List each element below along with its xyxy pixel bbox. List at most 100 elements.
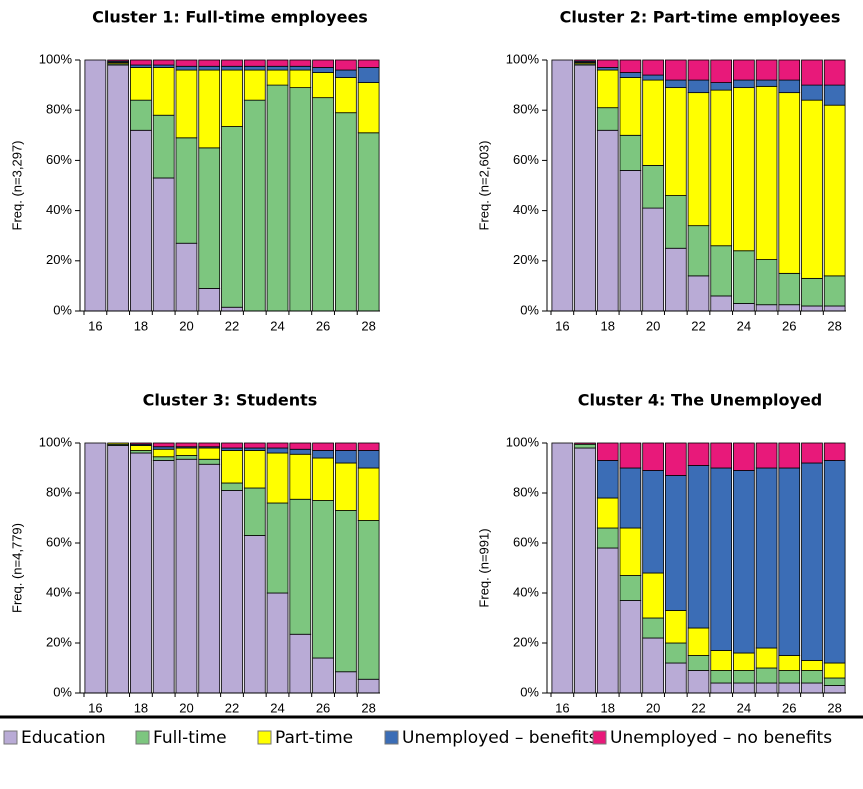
bar-segment [175, 442, 198, 448]
bar-segment [801, 670, 823, 684]
bar-segment [357, 132, 380, 312]
bar-segment [801, 99, 823, 279]
bar-segment [687, 79, 710, 94]
bar-segment [198, 59, 221, 67]
bar-segment [84, 59, 107, 312]
bar-segment [243, 99, 266, 312]
bar-segment [687, 59, 710, 81]
bar-segment [152, 59, 175, 66]
x-tick-label: 18 [600, 700, 614, 715]
x-tick-label: 28 [827, 700, 841, 715]
bar-segment [334, 510, 357, 673]
bar-segment [687, 225, 710, 277]
bar-segment [801, 660, 823, 671]
x-tick-label: 26 [316, 318, 330, 333]
bar-segment [107, 445, 130, 694]
bar-segment [198, 288, 221, 312]
bar-segment [334, 59, 357, 71]
bar-segment [755, 667, 778, 684]
bar-segment [243, 487, 266, 536]
x-tick-label: 24 [737, 318, 751, 333]
bar-segment [130, 67, 152, 101]
bar-segment [221, 65, 243, 71]
x-tick-label: 16 [88, 700, 102, 715]
bar-segment [642, 442, 664, 471]
bar-segment [289, 498, 312, 635]
y-tick-label: 60% [513, 534, 539, 549]
y-tick-label: 100% [39, 51, 73, 66]
y-tick-label: 100% [506, 51, 540, 66]
bar-segment [710, 682, 733, 694]
bar-segment [755, 304, 778, 312]
x-tick-label: 20 [646, 700, 660, 715]
bar-segment [755, 259, 778, 306]
bar-segment [243, 59, 266, 67]
bar-segment [198, 147, 221, 289]
y-axis-label: Freq. (n=4,779) [9, 523, 24, 613]
bar-segment [130, 445, 152, 451]
y-tick-label: 0% [53, 302, 72, 317]
bar-segment [107, 64, 130, 312]
bar-segment [664, 442, 687, 476]
bar-segment [710, 670, 733, 684]
bar-segment [801, 84, 823, 101]
x-tick-label: 16 [555, 700, 569, 715]
y-tick-label: 20% [513, 634, 539, 649]
bar-segment [619, 467, 642, 529]
bar-segment [823, 59, 846, 86]
bar-segment [266, 84, 289, 312]
bar-segment [175, 137, 198, 244]
bar-segment [778, 79, 801, 94]
bar-segment [266, 452, 289, 504]
bar-segment [664, 195, 687, 249]
bar-segment [733, 442, 755, 471]
bar-segment [664, 642, 687, 664]
bar-segment [778, 442, 801, 469]
bar-segment [801, 442, 823, 464]
bar-segment [778, 304, 801, 312]
bar-segment [334, 462, 357, 511]
bar-segment [823, 662, 846, 679]
x-tick-label: 22 [225, 700, 239, 715]
bar-segment [357, 467, 380, 521]
bar-segment [130, 99, 152, 131]
x-tick-label: 24 [737, 700, 751, 715]
bar-segment [221, 306, 243, 312]
bar-segment [778, 467, 801, 656]
bar-segment [175, 447, 198, 456]
y-tick-label: 80% [46, 102, 72, 117]
x-tick-label: 18 [134, 318, 148, 333]
bar-segment [710, 89, 733, 247]
bar-segment [312, 97, 334, 312]
bar-segment [801, 305, 823, 312]
y-tick-label: 40% [513, 202, 539, 217]
x-tick-label: 16 [88, 318, 102, 333]
legend-swatch [384, 730, 399, 745]
bar-segment [334, 671, 357, 694]
bar-segment [823, 460, 846, 664]
bar-segment [619, 59, 642, 73]
bar-segment [266, 69, 289, 86]
x-tick-label: 24 [270, 700, 284, 715]
bar-segment [755, 442, 778, 469]
bar-segment [778, 682, 801, 694]
bar-segment [289, 65, 312, 71]
bar-segment [755, 467, 778, 649]
bar-segment [357, 520, 380, 680]
bar-segment [733, 682, 755, 694]
bar-segment [801, 59, 823, 86]
bar-segment [243, 69, 266, 101]
bar-segment [778, 92, 801, 274]
bar-segment [221, 490, 243, 694]
bar-segment [733, 670, 755, 684]
x-tick-label: 20 [646, 318, 660, 333]
bar-segment [733, 652, 755, 671]
chart-title: Cluster 3: Students [143, 391, 318, 410]
bar-segment [801, 682, 823, 694]
bar-segment [801, 277, 823, 307]
bar-segment [733, 87, 755, 252]
bar-segment [596, 59, 619, 68]
bar-segment [198, 65, 221, 71]
bar-segment [357, 450, 380, 469]
bar-segment [596, 107, 619, 131]
